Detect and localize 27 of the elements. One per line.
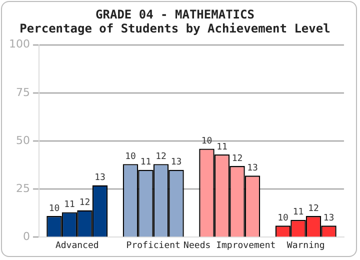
text: 12 — [308, 204, 319, 214]
y-tick-label: 25 — [16, 182, 30, 195]
text: 12 — [156, 152, 166, 162]
text: 11 — [292, 208, 304, 218]
y-tick-label: 100 — [8, 38, 30, 51]
text: 11 — [64, 200, 75, 210]
chart-subtitle: Percentage of Students by Achievement Level — [20, 22, 330, 36]
y-tick-label: 75 — [16, 86, 30, 99]
text: 10 — [201, 136, 212, 147]
chart-title: GRADE 04 - MATHEMATICS — [96, 7, 254, 22]
text: 13 — [247, 163, 258, 174]
y-tick-label: 50 — [16, 134, 30, 147]
text: 12 — [232, 154, 243, 164]
text: 10 — [125, 152, 136, 162]
x-tick-label: Warning — [286, 240, 325, 251]
text: 10 — [48, 204, 60, 214]
text: 13 — [170, 158, 182, 168]
series-label: 10 — [278, 214, 288, 224]
x-tick-label: Proficient — [126, 240, 180, 251]
x-tick-label: Advanced — [55, 240, 99, 251]
text: 11 — [216, 142, 228, 152]
y-tick-label: 0 — [22, 230, 30, 244]
series-label: 13 — [94, 173, 106, 184]
text: 13 — [323, 214, 334, 224]
x-tick-label: Needs Improvement — [184, 240, 276, 251]
series-label: 12 — [79, 198, 90, 208]
series-label: 11 — [140, 158, 152, 168]
